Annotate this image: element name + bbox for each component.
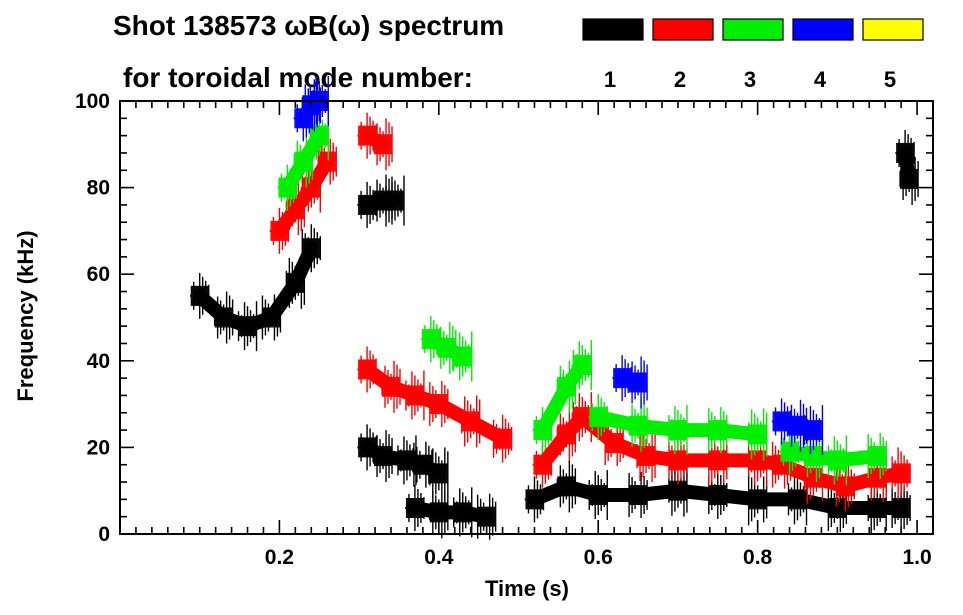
legend-swatch-1 — [582, 18, 644, 41]
legend-label-4: 4 — [814, 67, 827, 92]
legend-label-2: 2 — [674, 67, 686, 92]
legend: 1 2 3 4 5 — [582, 18, 924, 92]
mode-n=4-band — [774, 414, 821, 438]
mode-n=3-band — [280, 128, 327, 195]
x-tick-label: 0.6 — [584, 546, 613, 569]
chart-title-line2: for toroidal mode number: — [123, 62, 473, 93]
mode-n=4-band — [615, 371, 646, 390]
plot-area: 0 20 40 60 80 100 0.2 0.4 0.6 0.8 1.0 — [75, 76, 934, 569]
y-axis-label: Frequency (kHz) — [13, 230, 38, 401]
legend-label-5: 5 — [884, 67, 896, 92]
mode-n=3-band — [423, 332, 470, 364]
mode-n=2-band — [272, 154, 335, 238]
mode-n=1-band — [407, 501, 494, 524]
y-tick-label: 100 — [75, 90, 110, 113]
mode-n=2-band — [360, 128, 390, 152]
axis-ticks: 0 20 40 60 80 100 0.2 0.4 0.6 0.8 1.0 — [75, 90, 933, 569]
mode-n=1-band — [898, 146, 917, 186]
legend-swatch-5 — [862, 18, 924, 41]
data-marks — [190, 76, 919, 540]
x-tick-label: 0.4 — [424, 546, 454, 569]
x-tick-label: 1.0 — [902, 546, 931, 569]
mode-n=3-band — [782, 444, 885, 468]
y-tick-label: 80 — [87, 177, 110, 200]
mode-n=3-band — [535, 358, 590, 438]
legend-swatch-2 — [652, 18, 714, 41]
y-tick-label: 0 — [98, 523, 110, 546]
mode-n=1-band — [192, 241, 319, 334]
legend-label-1: 1 — [604, 67, 616, 92]
legend-label-3: 3 — [744, 67, 756, 92]
plot-frame — [119, 100, 934, 535]
mode-n=2-band — [360, 362, 510, 446]
mode-n=3-band — [591, 410, 765, 442]
x-tick-label: 0.2 — [265, 546, 294, 569]
y-tick-label: 40 — [87, 350, 110, 373]
mode-n=1-band — [360, 440, 446, 481]
mode-n=1-band — [360, 193, 402, 212]
legend-swatch-3 — [722, 18, 784, 41]
y-tick-label: 60 — [87, 263, 110, 286]
x-tick-label: 0.8 — [743, 546, 773, 569]
legend-swatch-4 — [792, 18, 854, 41]
x-axis-label: Time (s) — [485, 576, 569, 601]
chart-title-line1: Shot 138573 ωB(ω) spectrum — [113, 10, 504, 41]
y-tick-label: 20 — [87, 436, 110, 459]
mode-n=1-band — [527, 479, 909, 515]
mode-n=2-band — [535, 410, 909, 494]
